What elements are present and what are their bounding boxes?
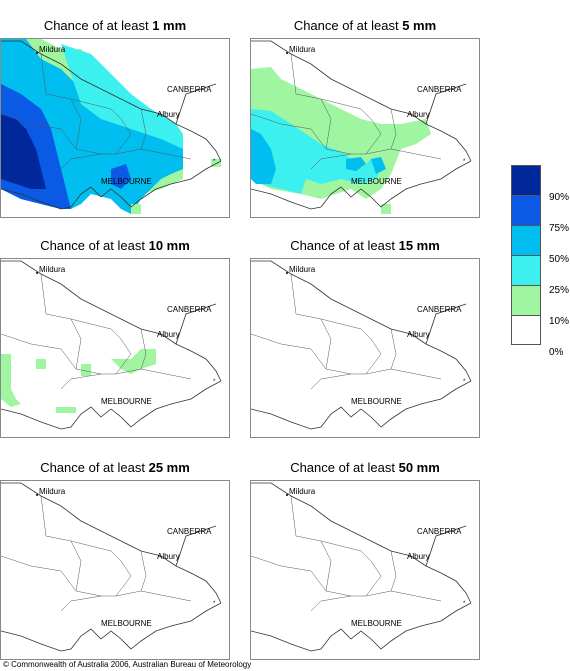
panel-title: Chance of at least 50 mm [290,460,440,475]
rain-probability-shading [1,349,156,413]
label-melbourne: MELBOURNE [351,619,402,628]
svg-text:*: * [463,601,466,607]
place-labels: Mildura CANBERRA Albury MELBOURNE * [36,487,216,628]
panel-title: Chance of at least 25 mm [40,460,190,475]
legend-swatch [511,195,541,225]
label-melbourne: MELBOURNE [351,177,402,186]
map-1mm: Mildura CANBERRA Albury MELBOURNE * [0,38,230,218]
place-labels: Mildura CANBERRA Albury MELBOURNE * [36,45,216,186]
label-canberra: CANBERRA [167,85,212,94]
district-boundaries [251,495,442,612]
legend-label: 75% [549,223,570,234]
legend-label: 0% [549,347,564,358]
label-canberra: CANBERRA [417,85,462,94]
svg-text:*: * [213,379,216,385]
map-15mm: Mildura CANBERRA Albury MELBOURNE * [250,258,480,438]
label-melbourne: MELBOURNE [101,619,152,628]
map-25mm: Mildura CANBERRA Albury MELBOURNE * [0,480,230,660]
legend-swatch [511,285,541,315]
district-boundaries [1,53,192,170]
label-mildura: Mildura [289,45,316,54]
map-10mm: Mildura CANBERRA Albury MELBOURNE * [0,258,230,438]
state-boundaries [251,482,472,652]
label-canberra: CANBERRA [417,305,462,314]
label-canberra: CANBERRA [417,527,462,536]
panel-title: Chance of at least 15 mm [290,238,440,253]
legend-label: 10% [549,316,570,327]
rain-probability-shading [251,67,431,214]
label-mildura: Mildura [289,487,316,496]
district-boundaries [1,273,192,390]
label-mildura: Mildura [39,487,66,496]
legend-label: 90% [549,192,570,203]
legend-swatch [511,165,541,195]
label-melbourne: MELBOURNE [101,177,152,186]
label-albury: Albury [157,330,180,339]
map-5mm: Mildura CANBERRA Albury MELBOURNE * [250,38,480,218]
label-mildura: Mildura [39,265,66,274]
legend-swatch [511,315,541,345]
state-boundaries [251,40,472,210]
panel-title: Chance of at least 10 mm [40,238,190,253]
svg-text:*: * [213,601,216,607]
label-melbourne: MELBOURNE [351,397,402,406]
label-albury: Albury [157,110,180,119]
panel-title: Chance of at least 5 mm [293,18,437,33]
label-albury: Albury [407,110,430,119]
state-boundaries [1,482,222,652]
place-labels: Mildura CANBERRA Albury MELBOURNE * [36,265,216,406]
district-boundaries [1,495,192,612]
state-boundaries [1,40,222,210]
label-mildura: Mildura [39,45,66,54]
place-labels: Mildura CANBERRA Albury MELBOURNE * [286,265,466,406]
label-albury: Albury [407,330,430,339]
label-melbourne: MELBOURNE [101,397,152,406]
svg-text:*: * [463,159,466,165]
svg-text:*: * [213,159,216,165]
svg-text:*: * [463,379,466,385]
label-albury: Albury [157,552,180,561]
district-boundaries [251,53,442,170]
legend-label: 25% [549,285,570,296]
probability-legend [511,165,541,345]
copyright-notice: © Commonwealth of Australia 2006, Austra… [3,660,252,669]
district-boundaries [251,273,442,390]
legend-swatch [511,225,541,255]
rain-probability-shading [1,39,221,214]
state-boundaries [1,260,222,430]
panel-title: Chance of at least 1 mm [43,18,187,33]
map-50mm: Mildura CANBERRA Albury MELBOURNE * [250,480,480,660]
place-labels: Mildura CANBERRA Albury MELBOURNE * [286,45,466,186]
legend-label: 50% [549,254,570,265]
place-labels: Mildura CANBERRA Albury MELBOURNE * [286,487,466,628]
label-canberra: CANBERRA [167,305,212,314]
label-canberra: CANBERRA [167,527,212,536]
label-mildura: Mildura [289,265,316,274]
label-albury: Albury [407,552,430,561]
state-boundaries [251,260,472,430]
legend-swatch [511,255,541,285]
